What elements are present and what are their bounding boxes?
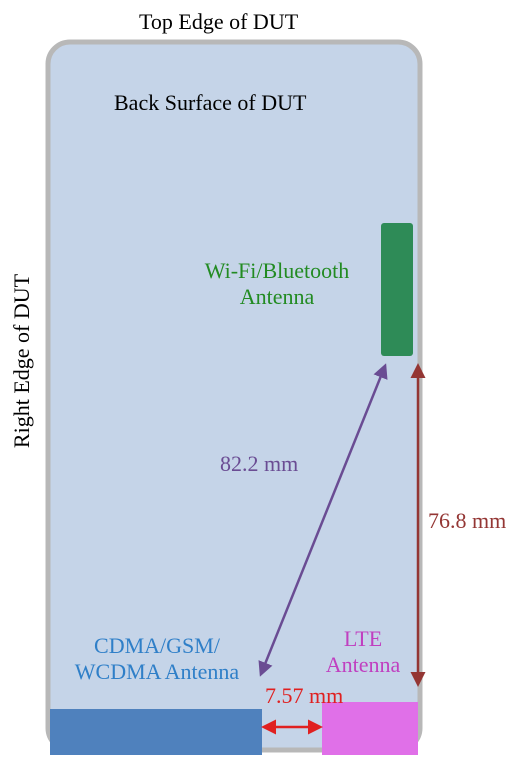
horizontal-distance-label: 7.57 mm [265,683,344,708]
lte-label-line1: LTE [343,626,383,651]
diagonal-distance-label: 82.2 mm [220,451,299,476]
lte-label-line2: Antenna [325,652,401,678]
cdma-label-line2: WCDMA Antenna [74,659,240,685]
lte-antenna-label: LTE Antenna [318,626,408,679]
top-edge-label: Top Edge of DUT [139,9,299,34]
cdma-antenna-label: CDMA/GSM/ WCDMA Antenna [62,633,252,686]
cdma-antenna [50,709,262,755]
back-surface-label: Back Surface of DUT [114,90,307,115]
cdma-label-line1: CDMA/GSM/ [94,633,220,658]
right-edge-label: Right Edge of DUT [8,273,34,449]
diagonal-distance-arrow [258,363,388,677]
wifi-label-line1: Wi-Fi/Bluetooth [204,258,350,283]
wifi-bluetooth-antenna [381,223,413,356]
wifi-label-line2: Antenna [239,284,315,310]
wifi-antenna-label: Wi-Fi/Bluetooth Antenna [192,258,362,311]
lte-antenna [322,702,418,755]
vertical-distance-label: 76.8 mm [428,508,507,533]
